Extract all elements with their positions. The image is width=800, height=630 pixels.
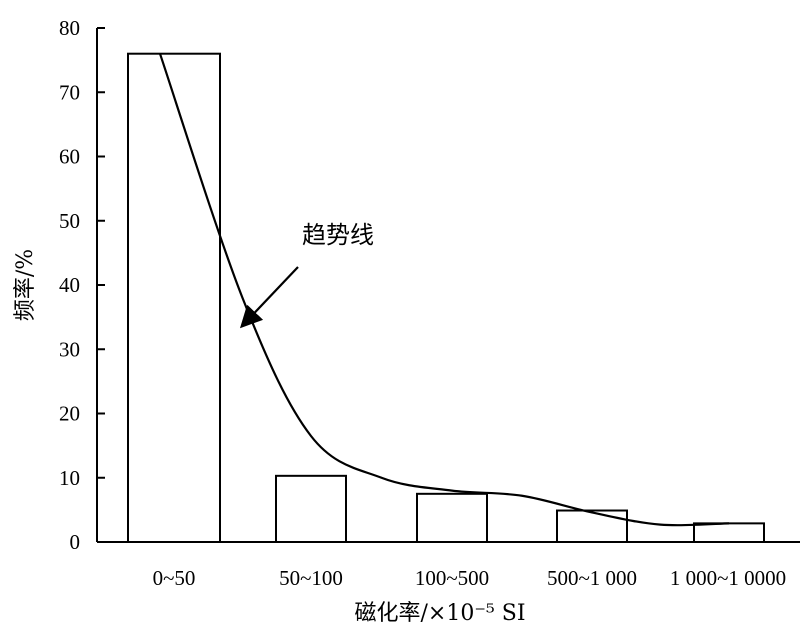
- x-ticks: 0~50 50~100 100~500 500~1 000 1 000~1 0000: [153, 566, 787, 590]
- bar: [556, 509, 628, 543]
- y-tick-label: 60: [59, 145, 80, 169]
- bars: [127, 52, 765, 544]
- trend-line: [158, 53, 730, 527]
- x-tick-label: 100~500: [415, 566, 489, 590]
- bar: [693, 522, 765, 543]
- y-tick-label: 40: [59, 273, 80, 297]
- y-tick-label: 70: [59, 80, 80, 104]
- trend-annotation: 趋势线: [302, 221, 374, 249]
- y-axis-title: 频率/%: [13, 249, 38, 321]
- bar: [416, 492, 488, 543]
- y-tick-label: 50: [59, 209, 80, 233]
- x-axis-title: 磁化率/×10⁻⁵ SI: [354, 601, 525, 626]
- bar: [127, 52, 221, 543]
- y-tick-label: 30: [59, 337, 80, 361]
- y-tick-label: 20: [59, 402, 80, 426]
- x-tick-label: 50~100: [279, 566, 343, 590]
- y-ticks: 0 10 20 30 40 50 60 70 80: [59, 16, 105, 554]
- y-tick-label: 0: [70, 530, 81, 554]
- y-tick-label: 80: [59, 16, 80, 40]
- x-tick-label: 0~50: [153, 566, 196, 590]
- x-tick-label: 1 000~1 0000: [670, 566, 786, 590]
- bar: [275, 474, 347, 544]
- y-tick-label: 10: [59, 466, 80, 490]
- trend-arrow: [239, 266, 299, 329]
- x-tick-label: 500~1 000: [547, 566, 637, 590]
